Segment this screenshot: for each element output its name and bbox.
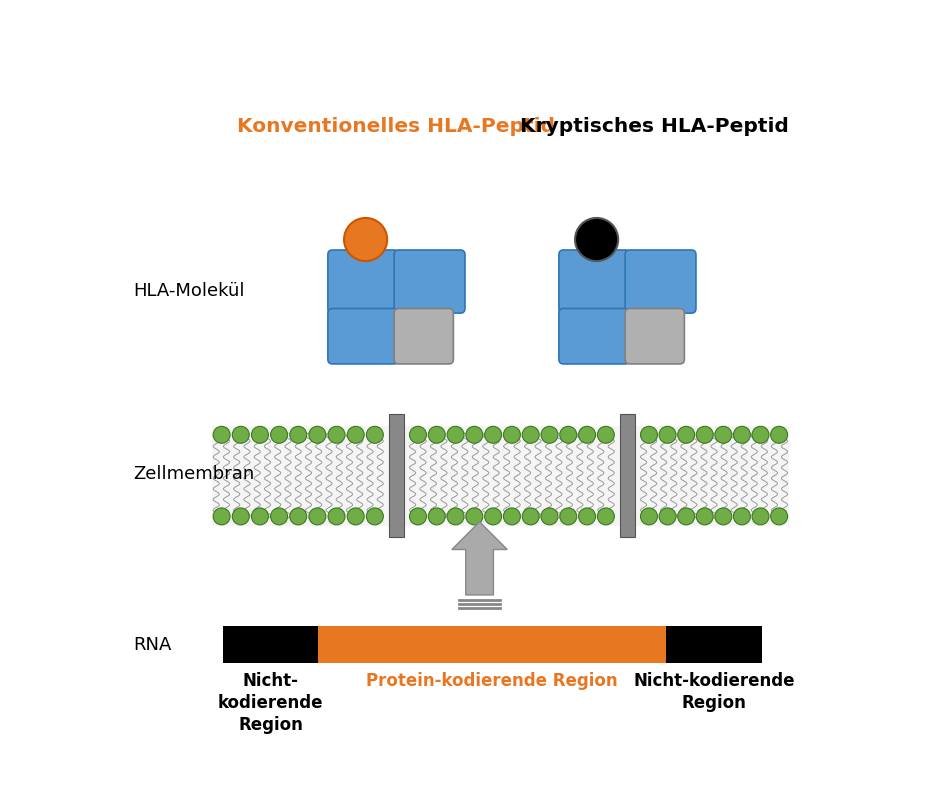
- Circle shape: [213, 427, 230, 443]
- Circle shape: [541, 508, 558, 525]
- Circle shape: [640, 508, 657, 525]
- Circle shape: [232, 427, 250, 443]
- FancyBboxPatch shape: [626, 309, 684, 364]
- Circle shape: [347, 427, 364, 443]
- Text: Konventionelles HLA-Peptid: Konventionelles HLA-Peptid: [237, 117, 555, 136]
- Circle shape: [678, 508, 695, 525]
- Circle shape: [309, 427, 326, 443]
- Circle shape: [252, 427, 268, 443]
- Circle shape: [640, 427, 657, 443]
- FancyBboxPatch shape: [559, 250, 630, 313]
- Circle shape: [752, 508, 769, 525]
- Circle shape: [328, 427, 345, 443]
- FancyBboxPatch shape: [626, 250, 696, 313]
- Circle shape: [503, 427, 521, 443]
- FancyBboxPatch shape: [559, 309, 630, 364]
- Circle shape: [575, 218, 618, 261]
- Circle shape: [752, 427, 769, 443]
- Circle shape: [410, 508, 426, 525]
- Circle shape: [232, 508, 250, 525]
- FancyBboxPatch shape: [328, 250, 398, 313]
- Circle shape: [541, 427, 558, 443]
- Circle shape: [466, 427, 482, 443]
- Circle shape: [328, 508, 345, 525]
- Circle shape: [715, 427, 732, 443]
- Circle shape: [428, 508, 445, 525]
- Circle shape: [290, 508, 307, 525]
- Circle shape: [697, 508, 713, 525]
- Text: Protein-kodierende Region: Protein-kodierende Region: [367, 672, 618, 690]
- Circle shape: [733, 427, 751, 443]
- Circle shape: [410, 427, 426, 443]
- Text: RNA: RNA: [133, 636, 171, 654]
- FancyBboxPatch shape: [395, 309, 453, 364]
- Circle shape: [678, 427, 695, 443]
- Circle shape: [213, 508, 230, 525]
- Circle shape: [503, 508, 521, 525]
- Circle shape: [579, 508, 596, 525]
- Text: HLA-Molekül: HLA-Molekül: [133, 282, 245, 300]
- FancyBboxPatch shape: [328, 309, 398, 364]
- Circle shape: [484, 508, 501, 525]
- Circle shape: [715, 508, 732, 525]
- Circle shape: [428, 427, 445, 443]
- Circle shape: [770, 508, 787, 525]
- Circle shape: [270, 427, 288, 443]
- Text: Nicht-kodierende
Region: Nicht-kodierende Region: [633, 672, 795, 712]
- Circle shape: [597, 508, 614, 525]
- Circle shape: [447, 508, 464, 525]
- Circle shape: [770, 427, 787, 443]
- Circle shape: [733, 508, 751, 525]
- Circle shape: [447, 427, 464, 443]
- Circle shape: [579, 427, 596, 443]
- Circle shape: [560, 508, 577, 525]
- Circle shape: [309, 508, 326, 525]
- Circle shape: [270, 508, 288, 525]
- Circle shape: [252, 508, 268, 525]
- Bar: [666, 626, 762, 663]
- Circle shape: [523, 427, 539, 443]
- Circle shape: [523, 508, 539, 525]
- Circle shape: [367, 427, 383, 443]
- Circle shape: [466, 508, 482, 525]
- Circle shape: [659, 508, 676, 525]
- Bar: [318, 626, 666, 663]
- Circle shape: [659, 427, 676, 443]
- Circle shape: [697, 427, 713, 443]
- Text: Nicht-
kodierende
Region: Nicht- kodierende Region: [218, 672, 324, 734]
- Circle shape: [597, 427, 614, 443]
- Text: Zellmembran: Zellmembran: [133, 465, 254, 483]
- FancyBboxPatch shape: [395, 250, 465, 313]
- Circle shape: [484, 427, 501, 443]
- FancyArrow shape: [452, 522, 508, 595]
- Circle shape: [367, 508, 383, 525]
- Bar: [620, 414, 635, 538]
- Bar: [389, 414, 404, 538]
- Circle shape: [344, 218, 387, 261]
- Circle shape: [347, 508, 364, 525]
- Circle shape: [290, 427, 307, 443]
- Text: Kryptisches HLA-Peptid: Kryptisches HLA-Peptid: [520, 117, 789, 136]
- Bar: [223, 626, 318, 663]
- Bar: [211, 426, 789, 526]
- Circle shape: [560, 427, 577, 443]
